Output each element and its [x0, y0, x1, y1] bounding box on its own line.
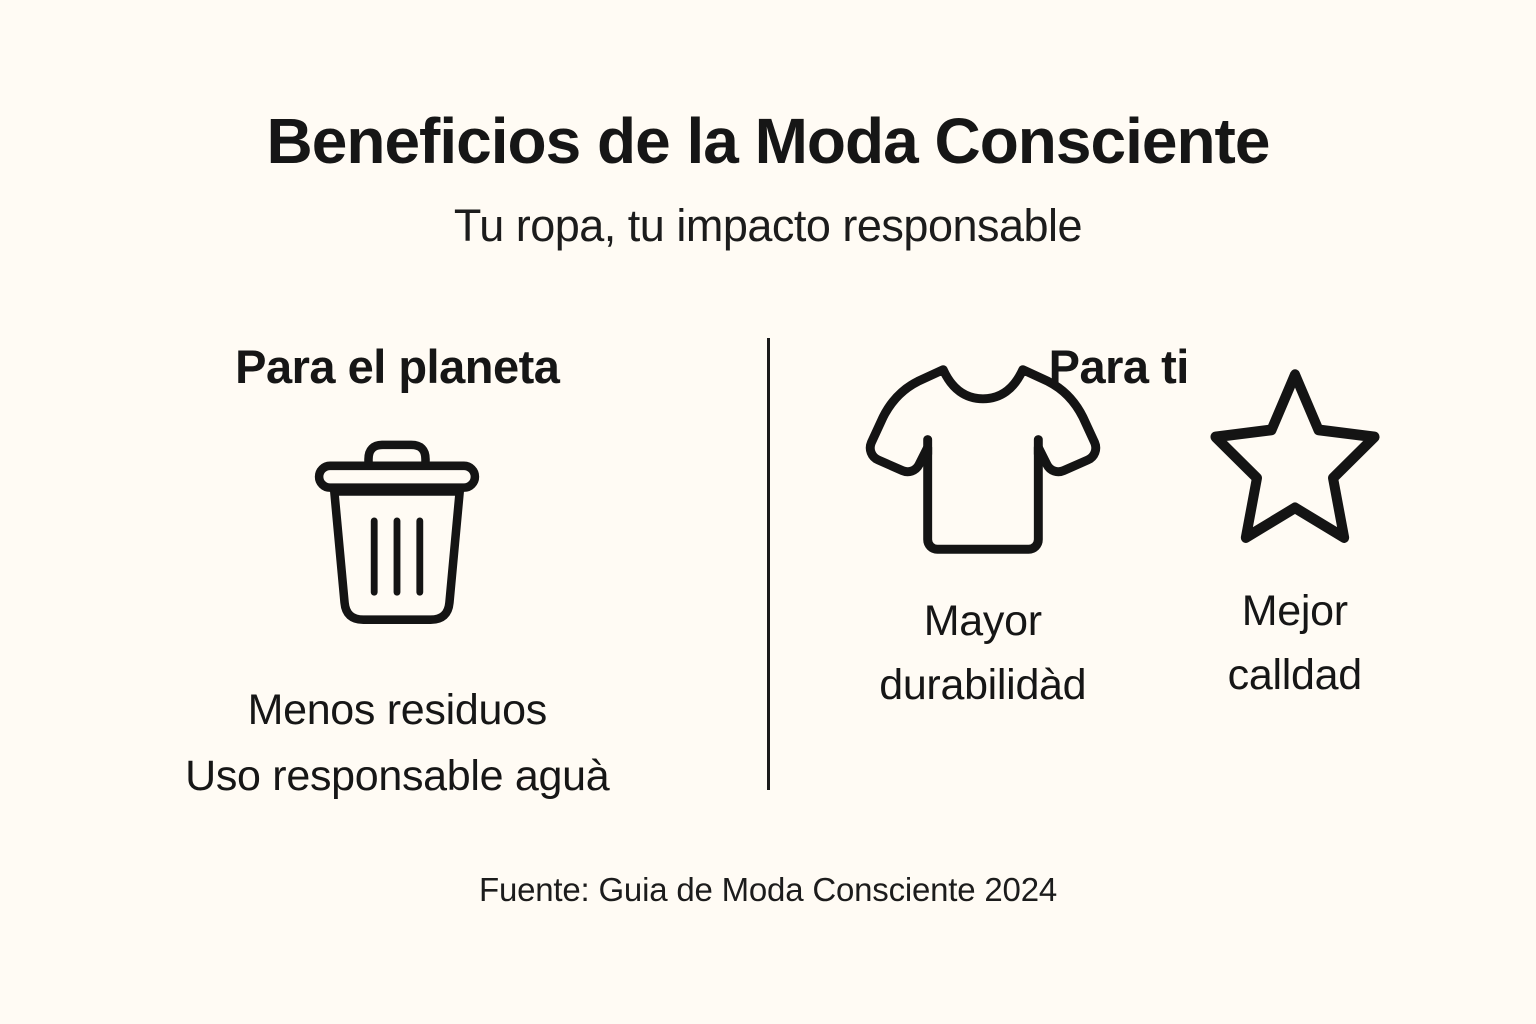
planet-benefits: Menos residuos Uso responsable aguà — [185, 677, 610, 809]
benefit-label-durability: Mayor durabilidàd — [879, 596, 1087, 709]
column-heading-para-ti: Para ti — [1048, 340, 1190, 394]
column-heading-planeta: Para el planeta — [235, 340, 560, 394]
source-caption: Fuente: Guia de Moda Consciente 2024 — [478, 871, 1058, 909]
trash-can-icon — [315, 440, 480, 624]
benefit-line-menos-residuos: Menos residuos — [247, 686, 548, 735]
trash-icon-box — [302, 430, 492, 645]
column-divider — [766, 338, 770, 791]
right-icons-box: Mayor durabilidàd Mejor calldad — [843, 365, 1395, 709]
benefit-item-durability: Mayor durabilidàd — [843, 359, 1123, 717]
page-subtitle: Tu ropa, tu impacto responsable — [453, 200, 1083, 252]
benefits-columns: Para el planeta Menos residuos Uso respo… — [0, 338, 1536, 809]
benefit-item-quality: Mejor calldad — [1195, 359, 1395, 707]
column-para-el-planeta: Para el planeta Menos residuos Uso respo… — [14, 338, 781, 809]
benefit-items-row: Mayor durabilidàd Mejor calldad — [843, 359, 1395, 717]
page-title: Beneficios de la Moda Consciente — [266, 105, 1271, 177]
column-para-ti: Para ti Mayor durabilidàd — [736, 338, 1503, 809]
benefit-label-quality: Mejor calldad — [1227, 586, 1362, 699]
benefit-line-uso-responsable: Uso responsable aguà — [185, 752, 610, 801]
tshirt-icon — [865, 365, 1100, 554]
star-icon — [1210, 369, 1380, 543]
